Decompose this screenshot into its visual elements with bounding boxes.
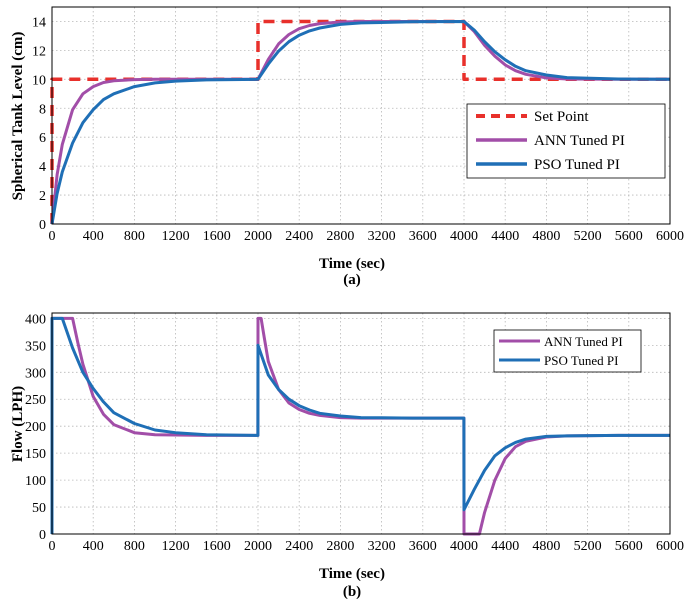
y-tick-label: 2 bbox=[39, 189, 46, 204]
y-axis-label: Flow (LPH) bbox=[10, 386, 26, 462]
x-tick-label: 3600 bbox=[409, 539, 437, 554]
x-tick-label: 5200 bbox=[574, 539, 602, 554]
x-axis-label: Time (sec) bbox=[319, 256, 385, 272]
y-tick-label: 0 bbox=[39, 218, 46, 233]
y-tick-label: 50 bbox=[32, 501, 46, 516]
y-tick-label: 250 bbox=[25, 393, 46, 408]
x-axis-label: Time (sec) bbox=[319, 566, 385, 582]
x-tick-label: 4800 bbox=[532, 539, 560, 554]
x-tick-label: 2400 bbox=[285, 539, 313, 554]
x-tick-label: 4400 bbox=[491, 539, 519, 554]
panel-a-level-chart: 0 400 800 1200 1600 2000 2400 2800 3200 3600 4000 4… bbox=[10, 6, 685, 288]
y-tick-labels: 0 50 100 150 200 250 300 350 400 bbox=[25, 312, 46, 543]
legend: Set Point ANN Tuned PI PSO Tuned PI bbox=[466, 103, 666, 179]
legend-label-ann: ANN Tuned PI bbox=[534, 133, 625, 149]
y-tick-label: 350 bbox=[25, 339, 46, 354]
x-tick-label: 1200 bbox=[162, 229, 190, 244]
y-tick-label: 0 bbox=[39, 528, 46, 543]
x-tick-label: 3200 bbox=[368, 539, 396, 554]
x-tick-label: 2000 bbox=[244, 229, 272, 244]
x-tick-label: 6000 bbox=[656, 229, 684, 244]
x-tick-label: 4400 bbox=[491, 229, 519, 244]
x-tick-label: 800 bbox=[124, 229, 145, 244]
x-tick-label: 6000 bbox=[656, 539, 684, 554]
x-tick-label: 2800 bbox=[326, 539, 354, 554]
legend: ANN Tuned PI PSO Tuned PI bbox=[493, 329, 642, 373]
y-tick-label: 100 bbox=[25, 474, 46, 489]
x-tick-label: 0 bbox=[49, 539, 56, 554]
y-axis-label: Spherical Tank Level (cm) bbox=[10, 32, 26, 201]
legend-label-pso: PSO Tuned PI bbox=[534, 157, 620, 173]
legend-label-pso: PSO Tuned PI bbox=[544, 353, 618, 368]
x-tick-label: 1600 bbox=[203, 229, 231, 244]
x-tick-label: 2000 bbox=[244, 539, 272, 554]
x-tick-label: 4000 bbox=[450, 539, 478, 554]
panel-caption: (a) bbox=[343, 272, 361, 288]
y-tick-labels: 0 2 4 6 8 10 12 14 bbox=[32, 15, 46, 233]
x-tick-labels: 0 400 800 1200 1600 2000 2400 2800 3200 3600 4000 4… bbox=[49, 539, 685, 554]
x-tick-label: 400 bbox=[83, 539, 104, 554]
x-tick-label: 0 bbox=[49, 229, 56, 244]
y-tick-label: 4 bbox=[39, 160, 46, 175]
x-tick-label: 5200 bbox=[574, 229, 602, 244]
y-tick-label: 14 bbox=[32, 15, 46, 30]
legend-box bbox=[493, 329, 642, 373]
series-line-ann-tuned-pi bbox=[50, 20, 670, 225]
x-tick-label: 800 bbox=[124, 539, 145, 554]
y-tick-label: 300 bbox=[25, 366, 46, 381]
x-tick-label: 2400 bbox=[285, 229, 313, 244]
legend-label-ann: ANN Tuned PI bbox=[544, 334, 623, 349]
y-tick-label: 6 bbox=[39, 131, 46, 146]
panel-caption: (b) bbox=[343, 584, 361, 600]
series-line-pso-tuned-pi bbox=[50, 20, 671, 225]
y-tick-label: 400 bbox=[25, 312, 46, 327]
plot-frame bbox=[51, 312, 671, 535]
x-tick-label: 3600 bbox=[409, 229, 437, 244]
grid bbox=[52, 313, 670, 534]
series-line-pso-tuned-pi bbox=[50, 316, 670, 534]
y-tick-label: 12 bbox=[32, 44, 46, 59]
x-tick-label: 400 bbox=[83, 229, 104, 244]
x-tick-label: 3200 bbox=[368, 229, 396, 244]
plot-frame bbox=[51, 6, 671, 225]
x-tick-label: 5600 bbox=[615, 229, 643, 244]
series-group bbox=[50, 316, 670, 536]
panel-b-flow-chart: 0 400 800 1200 1600 2000 2400 2800 3200 3600 4000 4… bbox=[10, 312, 684, 600]
x-tick-label: 4000 bbox=[450, 229, 478, 244]
x-tick-label: 1200 bbox=[162, 539, 190, 554]
x-tick-labels: 0 400 800 1200 1600 2000 2400 2800 3200 3600 4000 4… bbox=[49, 229, 685, 244]
x-tick-label: 5600 bbox=[615, 539, 643, 554]
y-tick-label: 10 bbox=[32, 73, 46, 88]
series-line-ann-tuned-pi bbox=[50, 316, 670, 536]
legend-label-set-point: Set Point bbox=[534, 109, 589, 125]
x-tick-label: 4800 bbox=[532, 229, 560, 244]
x-tick-label: 1600 bbox=[203, 539, 231, 554]
x-tick-label: 2800 bbox=[326, 229, 354, 244]
y-tick-label: 8 bbox=[39, 102, 46, 117]
y-tick-label: 200 bbox=[25, 420, 46, 435]
y-tick-label: 150 bbox=[25, 447, 46, 462]
